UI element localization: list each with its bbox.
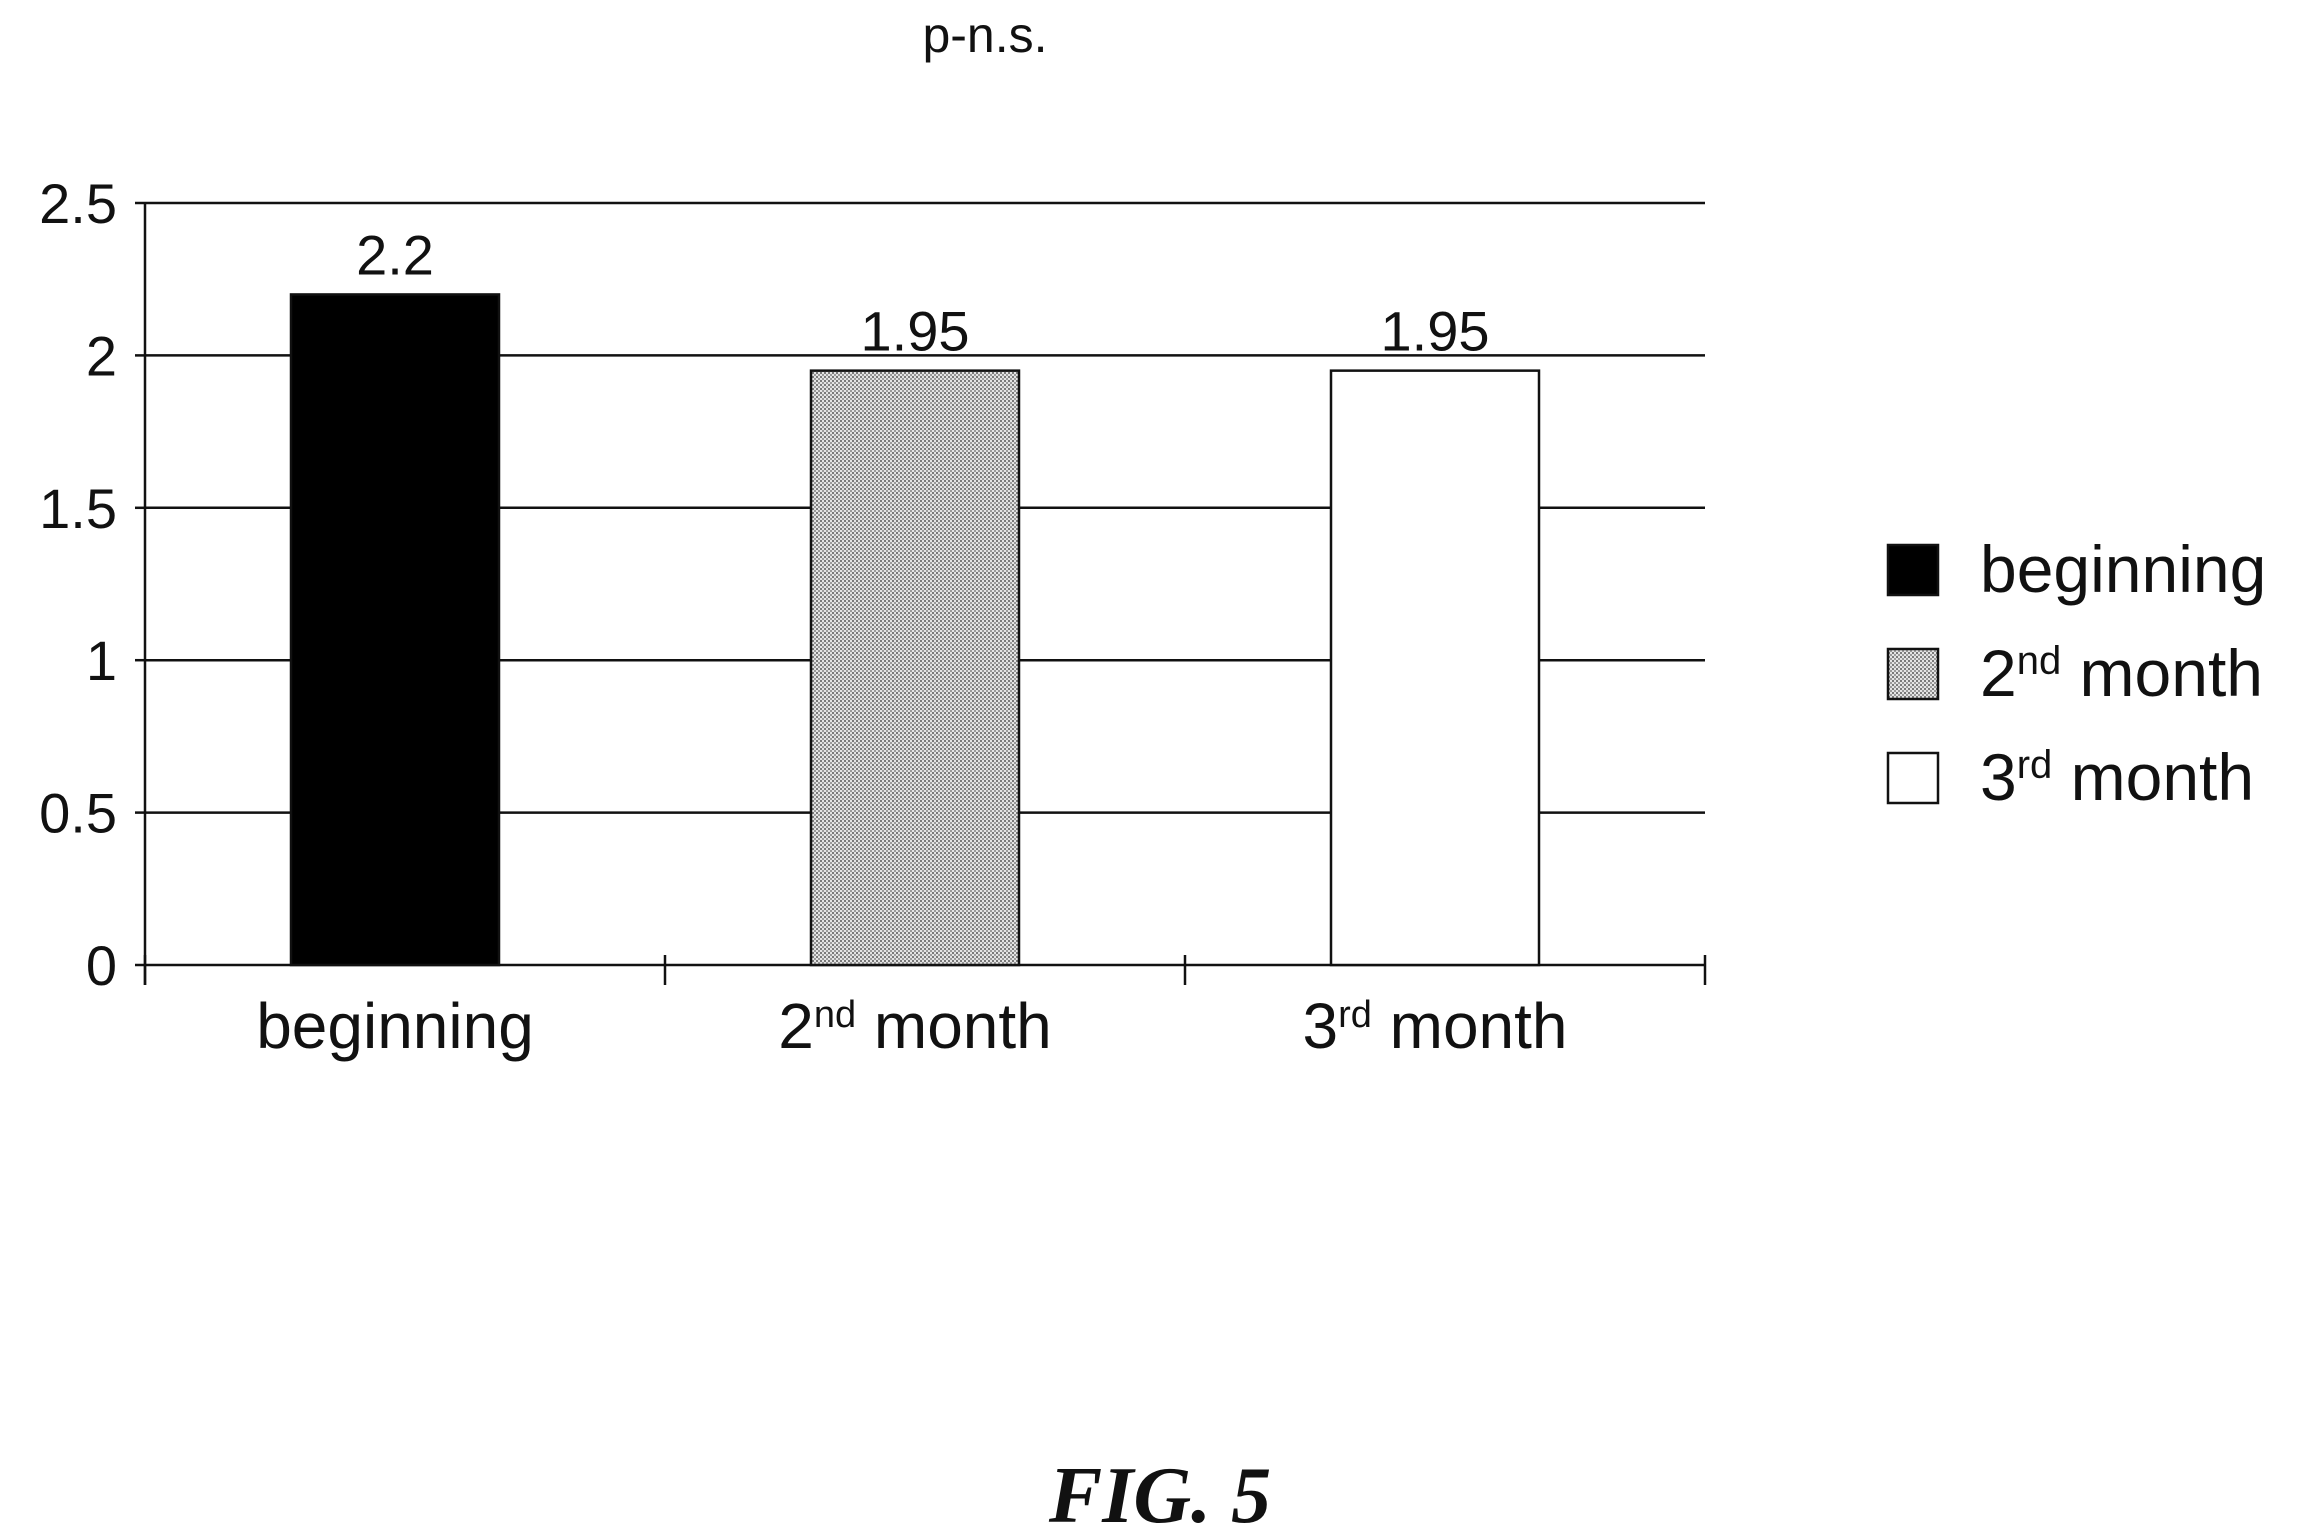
data-labels: 2.2 1.95 1.95 [356,223,1489,362]
legend-label: 3rd month [1980,740,2254,814]
data-label: 1.95 [1381,300,1490,363]
y-axis: 0 0.5 1 1.5 2 2.5 [39,172,147,997]
legend-swatch [1886,647,1940,701]
x-axis [143,955,1707,985]
bar [1329,369,1541,967]
bar [809,369,1021,967]
legend-label: beginning [1980,532,2266,606]
legend-swatch [1886,543,1940,597]
y-tick-label: 1.5 [39,477,117,540]
y-tick-label: 2 [86,324,117,387]
x-tick-labels: beginning 2nd month 3rd month [256,990,1567,1062]
x-tick-label: 2nd month [778,990,1052,1062]
y-tick-label: 0 [86,934,117,997]
data-label: 1.95 [861,300,970,363]
x-tick-label: beginning [256,990,534,1062]
bars [289,293,1541,967]
data-label: 2.2 [356,223,434,286]
legend-swatch [1886,751,1940,805]
x-tick-label: 3rd month [1302,990,1567,1062]
y-tick-label: 1 [86,629,117,692]
chart-title: p-n.s. [922,7,1047,63]
legend: beginning 2nd month 3rd month [1886,532,2266,814]
legend-label: 2nd month [1980,636,2263,710]
y-tick-label: 0.5 [39,782,117,845]
bar [289,293,501,967]
y-tick-label: 2.5 [39,172,117,235]
figure-caption: FIG. 5 [1048,1452,1271,1540]
